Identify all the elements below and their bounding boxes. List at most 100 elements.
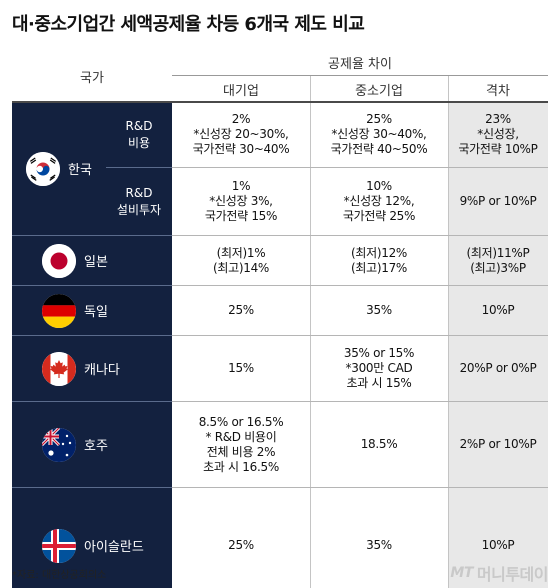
country-name: 한국 [68, 163, 92, 178]
cell-line: *신성장 20~30%, [193, 127, 289, 141]
column-divider [310, 76, 311, 588]
canada-flag-icon [42, 351, 76, 386]
korea-facility-sme: 10% *신성장 12%, 국가전략 25% [310, 168, 448, 235]
gap-column-background [448, 102, 548, 588]
row-divider [172, 167, 548, 168]
row-divider [12, 401, 548, 402]
cell-line: 국가전략 10%P [458, 142, 538, 156]
cell-line: 23% [485, 112, 511, 126]
brand-watermark: MT 머니투데이 [450, 561, 548, 585]
row-divider [12, 335, 548, 336]
cell-line: 국가전략 30~40% [192, 142, 290, 156]
cell-line: (최저)11%P [466, 245, 530, 260]
cell-line: 35% [366, 303, 392, 317]
cell-line: 9%P or 10%P [459, 194, 537, 208]
header-gap: 격차 [486, 83, 510, 99]
country-divider [12, 285, 172, 286]
cell-line: 전체 비용 2% [206, 444, 276, 459]
cell-line: 20%P or 0%P [459, 361, 537, 375]
japan-flag-icon [42, 243, 76, 278]
country-name: 호주 [84, 439, 108, 454]
australia-sme: 18.5% [310, 402, 448, 487]
cell-line: 1% [231, 179, 251, 193]
korea-category-rnd-cost: R&D 비용 [106, 102, 172, 167]
country-iceland: 아이슬란드 [12, 488, 172, 588]
iceland-flag-icon [42, 528, 76, 563]
country-name: 일본 [84, 255, 108, 270]
row-divider [12, 487, 548, 488]
cell-line: (최고)14% [212, 260, 269, 275]
country-germany: 독일 [12, 286, 172, 335]
brand-name: 머니투데이 [476, 565, 549, 584]
cell-line: *신성장, [477, 127, 519, 141]
country-divider [12, 335, 172, 336]
header-country: 국가 [80, 70, 104, 86]
country-korea: 한국 [12, 102, 106, 235]
iceland-large: 25% [172, 488, 310, 588]
canada-large: 15% [172, 336, 310, 401]
cell-line: 10% [366, 179, 392, 193]
country-name: 아이슬란드 [84, 540, 144, 555]
row-divider [12, 285, 548, 286]
cell-line: 25% [228, 303, 254, 317]
brand-mt: MT [450, 565, 473, 581]
page-title: 대·중소기업간 세액공제율 차등 6개국 제도 비교 [12, 14, 365, 35]
cell-line: 10%P [481, 538, 515, 552]
header-sme: 중소기업 [355, 83, 403, 99]
cell-line: 초과 시 16.5% [203, 459, 279, 474]
japan-sme: (최저)12% (최고)17% [310, 236, 448, 285]
category-line: 설비투자 [116, 202, 162, 217]
cell-line: (최고)17% [350, 260, 407, 275]
cell-line: 국가전략 15% [204, 209, 278, 223]
row-divider [12, 235, 548, 236]
germany-sme: 35% [310, 286, 448, 335]
cell-line: *신성장 30~40%, [331, 127, 427, 141]
korea-cost-large: 2% *신성장 20~30%, 국가전략 30~40% [172, 102, 310, 167]
category-line: 비용 [127, 135, 151, 150]
cell-line: 25% [228, 538, 254, 552]
germany-gap: 10%P [448, 286, 548, 335]
cell-line: 35% [366, 538, 392, 552]
country-australia: 호주 [12, 402, 172, 487]
australia-large: 8.5% or 16.5% * R&D 비용이 전체 비용 2% 초과 시 16… [172, 402, 310, 487]
germany-large: 25% [172, 286, 310, 335]
cell-line: (최저)12% [350, 245, 407, 260]
korea-cost-gap: 23% *신성장, 국가전략 10%P [448, 102, 548, 167]
cell-line: 15% [228, 361, 254, 375]
cell-line: 8.5% or 16.5% [198, 414, 284, 429]
cell-line: 국가전략 25% [342, 209, 416, 223]
canada-gap: 20%P or 0%P [448, 336, 548, 401]
cell-line: 18.5% [360, 437, 398, 451]
country-canada: 캐나다 [12, 336, 172, 401]
australia-gap: 2%P or 10%P [448, 402, 548, 487]
cell-line: 국가전략 40~50% [330, 142, 428, 156]
country-divider [12, 235, 172, 236]
source-note: *자료: 대한상공회의소 [12, 570, 107, 581]
cell-line: 25% [366, 112, 392, 126]
iceland-sme: 35% [310, 488, 448, 588]
iceland-gap: 10%P [448, 488, 548, 588]
category-line: R&D [125, 118, 153, 133]
japan-gap: (최저)11%P (최고)3%P [448, 236, 548, 285]
korea-facility-gap: 9%P or 10%P [448, 168, 548, 235]
cell-line: 10%P [481, 303, 515, 317]
cell-line: *신성장 12%, [343, 194, 415, 208]
korea-flag-icon [26, 151, 60, 186]
korea-facility-large: 1% *신성장 3%, 국가전략 15% [172, 168, 310, 235]
cell-line: 2% [231, 112, 251, 126]
country-name: 독일 [84, 305, 108, 320]
cell-line: 초과 시 15% [346, 376, 412, 390]
header-large-company: 대기업 [223, 83, 259, 99]
korea-category-rnd-facility: R&D 설비투자 [106, 168, 172, 235]
country-name: 캐나다 [84, 363, 120, 378]
header-rate-difference: 공제율 차이 [172, 50, 548, 76]
cell-line: *신성장 3%, [209, 194, 273, 208]
germany-flag-icon [42, 293, 76, 328]
australia-flag-icon [42, 427, 76, 462]
cell-line: 35% or 15% [343, 346, 415, 360]
canada-sme: 35% or 15% *300만 CAD 초과 시 15% [310, 336, 448, 401]
subcategory-divider [106, 167, 172, 168]
country-japan: 일본 [12, 236, 172, 285]
japan-large: (최저)1% (최고)14% [172, 236, 310, 285]
cell-line: 2%P or 10%P [459, 437, 537, 451]
